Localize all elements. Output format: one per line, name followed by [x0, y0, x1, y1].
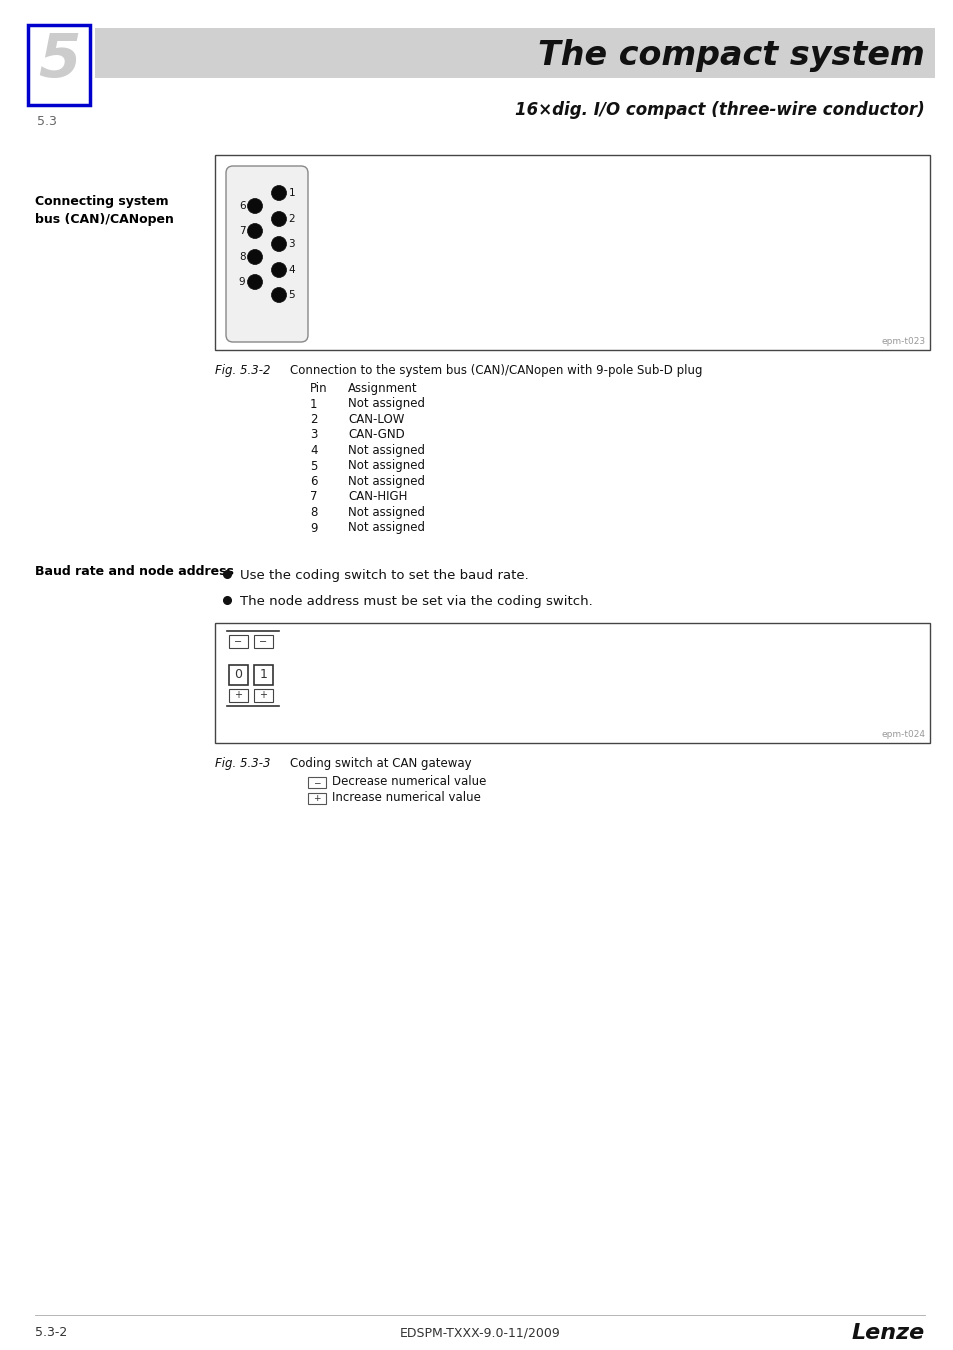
- Text: 5: 5: [288, 290, 294, 300]
- Circle shape: [247, 224, 262, 239]
- Text: 9: 9: [310, 521, 317, 535]
- Bar: [253, 666, 273, 684]
- Text: 3: 3: [310, 428, 317, 441]
- Circle shape: [247, 198, 262, 213]
- Text: 9: 9: [238, 277, 245, 288]
- Text: Increase numerical value: Increase numerical value: [332, 791, 480, 805]
- Text: 2: 2: [310, 413, 317, 427]
- Bar: [253, 634, 273, 648]
- Text: Pin: Pin: [310, 382, 327, 396]
- Bar: [28, 26, 90, 105]
- Bar: [229, 634, 248, 648]
- Bar: [229, 666, 248, 684]
- Text: 2: 2: [288, 215, 294, 224]
- Text: Fig. 5.3-2: Fig. 5.3-2: [214, 364, 271, 377]
- Text: Connecting system
bus (CAN)/CANopen: Connecting system bus (CAN)/CANopen: [35, 194, 173, 225]
- Text: Connection to the system bus (CAN)/CANopen with 9-pole Sub-D plug: Connection to the system bus (CAN)/CANop…: [290, 364, 701, 377]
- Text: CAN-LOW: CAN-LOW: [348, 413, 404, 427]
- Text: 5: 5: [38, 31, 80, 89]
- Text: 7: 7: [238, 225, 245, 236]
- Text: Decrease numerical value: Decrease numerical value: [332, 775, 486, 788]
- Text: Assignment: Assignment: [348, 382, 417, 396]
- Text: epm-t024: epm-t024: [882, 730, 925, 738]
- Text: Not assigned: Not assigned: [348, 521, 424, 535]
- Circle shape: [272, 236, 286, 251]
- Text: 6: 6: [238, 201, 245, 211]
- Text: 3: 3: [288, 239, 294, 248]
- Text: CAN-GND: CAN-GND: [348, 428, 404, 441]
- Bar: [308, 792, 326, 805]
- Text: Not assigned: Not assigned: [348, 459, 424, 472]
- Text: +: +: [259, 690, 267, 701]
- Text: +: +: [234, 690, 242, 701]
- Text: −: −: [313, 778, 320, 787]
- Text: −: −: [234, 636, 242, 647]
- Text: EDSPM-TXXX-9.0-11/2009: EDSPM-TXXX-9.0-11/2009: [399, 1327, 559, 1339]
- Text: Lenze: Lenze: [851, 1323, 924, 1343]
- Bar: [214, 622, 929, 742]
- Text: Baud rate and node address: Baud rate and node address: [35, 566, 233, 578]
- Text: 16×dig. I/O compact (three-wire conductor): 16×dig. I/O compact (three-wire conducto…: [515, 101, 924, 119]
- Text: 6: 6: [310, 475, 317, 487]
- Text: 5.3: 5.3: [37, 115, 57, 128]
- Text: +: +: [313, 794, 320, 803]
- Text: Not assigned: Not assigned: [348, 506, 424, 518]
- Circle shape: [247, 250, 262, 265]
- Text: Not assigned: Not assigned: [348, 444, 424, 458]
- Text: Coding switch at CAN gateway: Coding switch at CAN gateway: [290, 757, 471, 769]
- FancyBboxPatch shape: [226, 166, 308, 342]
- Text: Not assigned: Not assigned: [348, 397, 424, 410]
- Text: 4: 4: [310, 444, 317, 458]
- Bar: [229, 688, 248, 702]
- Text: Not assigned: Not assigned: [348, 475, 424, 487]
- Circle shape: [272, 288, 286, 302]
- Text: Use the coding switch to set the baud rate.: Use the coding switch to set the baud ra…: [240, 568, 528, 582]
- Text: Fig. 5.3-3: Fig. 5.3-3: [214, 757, 271, 769]
- Circle shape: [272, 185, 286, 201]
- Text: 5.3-2: 5.3-2: [35, 1327, 67, 1339]
- Text: The node address must be set via the coding switch.: The node address must be set via the cod…: [240, 595, 592, 608]
- Text: 5: 5: [310, 459, 317, 472]
- Text: 0: 0: [234, 668, 242, 682]
- Circle shape: [272, 212, 286, 227]
- Text: 8: 8: [238, 252, 245, 262]
- Text: −: −: [259, 636, 267, 647]
- Text: 7: 7: [310, 490, 317, 504]
- Bar: [308, 778, 326, 788]
- Bar: [253, 688, 273, 702]
- Bar: [95, 28, 934, 78]
- Text: The compact system: The compact system: [537, 39, 924, 73]
- Text: 4: 4: [288, 265, 294, 275]
- Text: CAN-HIGH: CAN-HIGH: [348, 490, 407, 504]
- Text: 1: 1: [288, 188, 294, 198]
- Text: 1: 1: [259, 668, 267, 682]
- Text: 8: 8: [310, 506, 317, 518]
- Text: 1: 1: [310, 397, 317, 410]
- Text: epm-t023: epm-t023: [881, 338, 925, 346]
- Circle shape: [272, 262, 286, 278]
- Circle shape: [247, 274, 262, 289]
- Bar: [214, 155, 929, 350]
